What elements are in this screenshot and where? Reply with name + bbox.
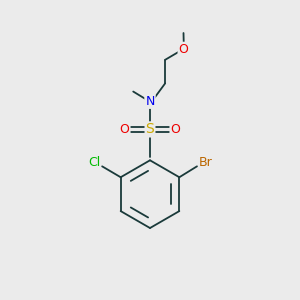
Text: Br: Br: [199, 156, 213, 169]
Text: S: S: [146, 122, 154, 136]
Text: O: O: [178, 43, 188, 56]
Text: O: O: [119, 123, 129, 136]
Text: N: N: [145, 95, 155, 108]
Text: O: O: [171, 123, 181, 136]
Text: Cl: Cl: [88, 156, 100, 169]
